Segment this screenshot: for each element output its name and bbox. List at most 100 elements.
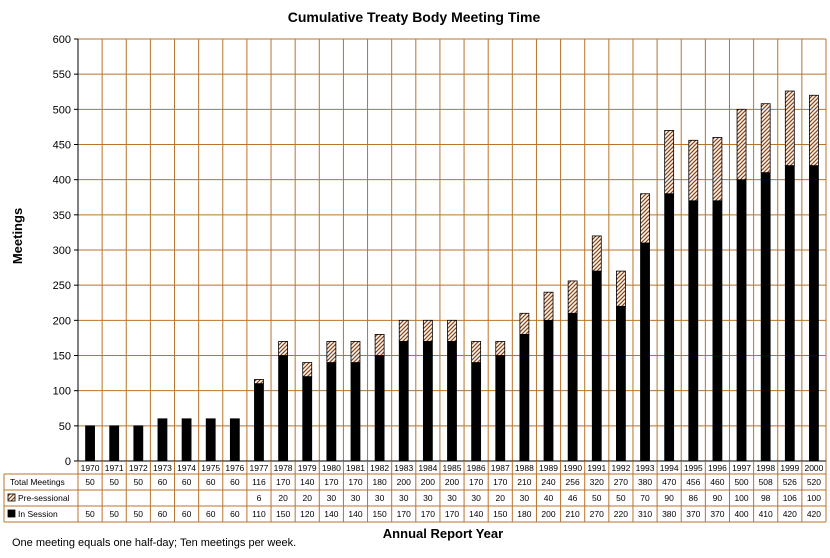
bar-in-session-1991 [591, 270, 602, 462]
y-tick-label: 200 [53, 315, 71, 327]
chart-title: Cumulative Treaty Body Meeting Time [288, 9, 541, 25]
y-tick-label: 400 [53, 175, 71, 187]
bar-pre-sessional-1979 [302, 362, 313, 377]
bar-in-session-1981 [350, 362, 361, 462]
x-tick-label: 1974 [177, 463, 196, 473]
table-cell: 140 [348, 509, 362, 519]
y-axis-label: Meetings [10, 208, 25, 264]
x-tick-label: 1988 [515, 463, 534, 473]
bar-in-session-1983 [398, 341, 409, 462]
table-cell: 30 [423, 493, 433, 503]
table-cell: 86 [689, 493, 699, 503]
table-cell: 90 [664, 493, 674, 503]
y-tick-label: 600 [53, 34, 71, 46]
bar-in-session-1987 [495, 355, 506, 462]
table-cell: 270 [590, 509, 604, 519]
bar-pre-sessional-1994 [664, 130, 675, 195]
bar-in-session-1980 [326, 362, 337, 462]
table-cell: 150 [493, 509, 507, 519]
table-cell: 410 [759, 509, 773, 519]
table-cell: 60 [158, 477, 168, 487]
y-tick-label: 100 [53, 386, 71, 398]
bar-in-session-1994 [664, 193, 675, 462]
table-cell: 30 [399, 493, 409, 503]
bar-pre-sessional-1977 [254, 379, 264, 385]
bar-in-session-1973 [157, 418, 168, 462]
x-tick-label: 1977 [250, 463, 269, 473]
bar-pre-sessional-1991 [591, 235, 602, 272]
bar-in-session-1998 [760, 172, 771, 462]
y-ticks: 0 50 100 150 200 250 300 350 400 450 500 550 600 [53, 34, 78, 468]
bar-in-session-1984 [422, 341, 433, 462]
x-tick-label: 1997 [732, 463, 751, 473]
bar-in-session-1986 [471, 362, 482, 462]
table-cell: 20 [278, 493, 288, 503]
table-cell: 170 [421, 509, 435, 519]
y-tick-label: 50 [59, 421, 71, 433]
table-cell: 50 [616, 493, 626, 503]
x-tick-label: 1989 [539, 463, 558, 473]
bar-pre-sessional-1999 [784, 90, 795, 167]
bar-in-session-1982 [374, 355, 385, 462]
table-cell: 200 [397, 477, 411, 487]
table-cell: 30 [327, 493, 337, 503]
bar-pre-sessional-1998 [760, 103, 771, 174]
bar-in-session-1976 [229, 418, 240, 462]
table-cell: 70 [640, 493, 650, 503]
bar-pre-sessional-1984 [422, 319, 433, 342]
table-cell: 210 [566, 509, 580, 519]
table-cell: 526 [783, 477, 797, 487]
table-cell: 110 [252, 509, 266, 519]
bar-pre-sessional-1993 [640, 193, 650, 244]
bar-in-session-1977 [254, 383, 264, 462]
table-cell: 150 [276, 509, 290, 519]
bar-pre-sessional-1995 [688, 139, 699, 202]
x-tick-label: 1995 [684, 463, 703, 473]
bar-pre-sessional-1996 [712, 137, 723, 202]
table-row-label: Total Meetings [10, 477, 65, 487]
bar-pre-sessional-1989 [543, 291, 554, 321]
bar-pre-sessional-1978 [278, 341, 288, 356]
table-cell: 60 [230, 477, 240, 487]
table-cell: 60 [230, 509, 240, 519]
x-tick-label: 1999 [780, 463, 799, 473]
x-tick-label: 1975 [201, 463, 220, 473]
table-cell: 60 [206, 477, 216, 487]
table-cell: 60 [206, 509, 216, 519]
x-tick-label: 1970 [81, 463, 100, 473]
x-tick-label: 2000 [804, 463, 823, 473]
bar-pre-sessional-1987 [495, 341, 506, 356]
x-tick-label: 1973 [153, 463, 172, 473]
bar-in-session-1995 [688, 200, 699, 462]
table-cell: 46 [568, 493, 578, 503]
table-cell: 456 [686, 477, 700, 487]
y-tick-label: 450 [53, 140, 71, 152]
table-cell: 170 [348, 477, 362, 487]
table-cell: 460 [710, 477, 724, 487]
table-cell: 30 [351, 493, 361, 503]
table-cell: 20 [302, 493, 312, 503]
bar-pre-sessional-1982 [374, 333, 385, 356]
bars [85, 90, 819, 462]
table-cell: 256 [566, 477, 580, 487]
table-cell: 30 [447, 493, 457, 503]
bar-in-session-1970 [85, 425, 95, 462]
bar-in-session-1972 [133, 425, 144, 462]
table-cell: 100 [734, 493, 748, 503]
table-cell: 170 [276, 477, 290, 487]
bar-in-session-1992 [616, 305, 626, 462]
x-tick-label: 1993 [636, 463, 655, 473]
bar-in-session-1985 [447, 341, 457, 462]
table-cell: 50 [109, 509, 119, 519]
table-cell: 180 [373, 477, 387, 487]
table-cell: 370 [710, 509, 724, 519]
x-tick-label: 1998 [756, 463, 775, 473]
bar-pre-sessional-1981 [350, 341, 361, 363]
table-cell: 50 [109, 477, 119, 487]
table-cell: 170 [493, 477, 507, 487]
bar-pre-sessional-1988 [519, 312, 530, 335]
table-cell: 520 [807, 477, 821, 487]
y-tick-label: 250 [53, 280, 71, 292]
x-tick-label: 1994 [660, 463, 679, 473]
table-cell: 508 [759, 477, 773, 487]
